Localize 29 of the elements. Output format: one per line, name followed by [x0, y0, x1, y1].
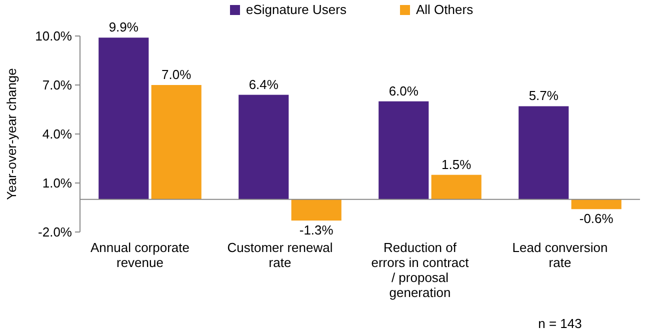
- y-tick-label: -2.0%: [38, 224, 72, 240]
- y-axis-title: Year-over-year change: [4, 68, 19, 200]
- text: n = 143: [538, 316, 582, 331]
- legend-label: All Others: [416, 2, 474, 17]
- data-label: -0.6%: [579, 211, 614, 226]
- x-tick-label: Lead conversion rate: [512, 240, 608, 270]
- bar: [571, 199, 622, 210]
- data-label: 6.0%: [388, 83, 419, 98]
- bar: [291, 199, 342, 221]
- data-label: 9.9%: [108, 20, 139, 35]
- x-tick-label: Annual corporate revenue: [90, 240, 190, 270]
- bar: [151, 85, 202, 200]
- legend-label: eSignature Users: [246, 2, 347, 17]
- y-tick-label: 4.0%: [42, 126, 72, 142]
- bar: [238, 94, 289, 200]
- bar: [518, 106, 569, 200]
- y-tick-label: 10.0%: [35, 28, 72, 44]
- x-tick-label: Customer renewal rate: [227, 240, 333, 270]
- bar: [431, 174, 482, 200]
- data-label: 7.0%: [162, 67, 192, 82]
- bar: [378, 101, 429, 200]
- bar: [98, 38, 149, 200]
- data-label: -1.3%: [299, 222, 334, 238]
- y-tick-label: 1.0%: [42, 176, 72, 191]
- x-tick-label: Reduction of errors in contract / proposal generation: [371, 240, 470, 300]
- data-label: 6.4%: [248, 76, 279, 92]
- y-tick-label: 7.0%: [42, 78, 72, 93]
- data-label: 5.7%: [528, 88, 559, 104]
- data-label: 1.5%: [442, 156, 472, 172]
